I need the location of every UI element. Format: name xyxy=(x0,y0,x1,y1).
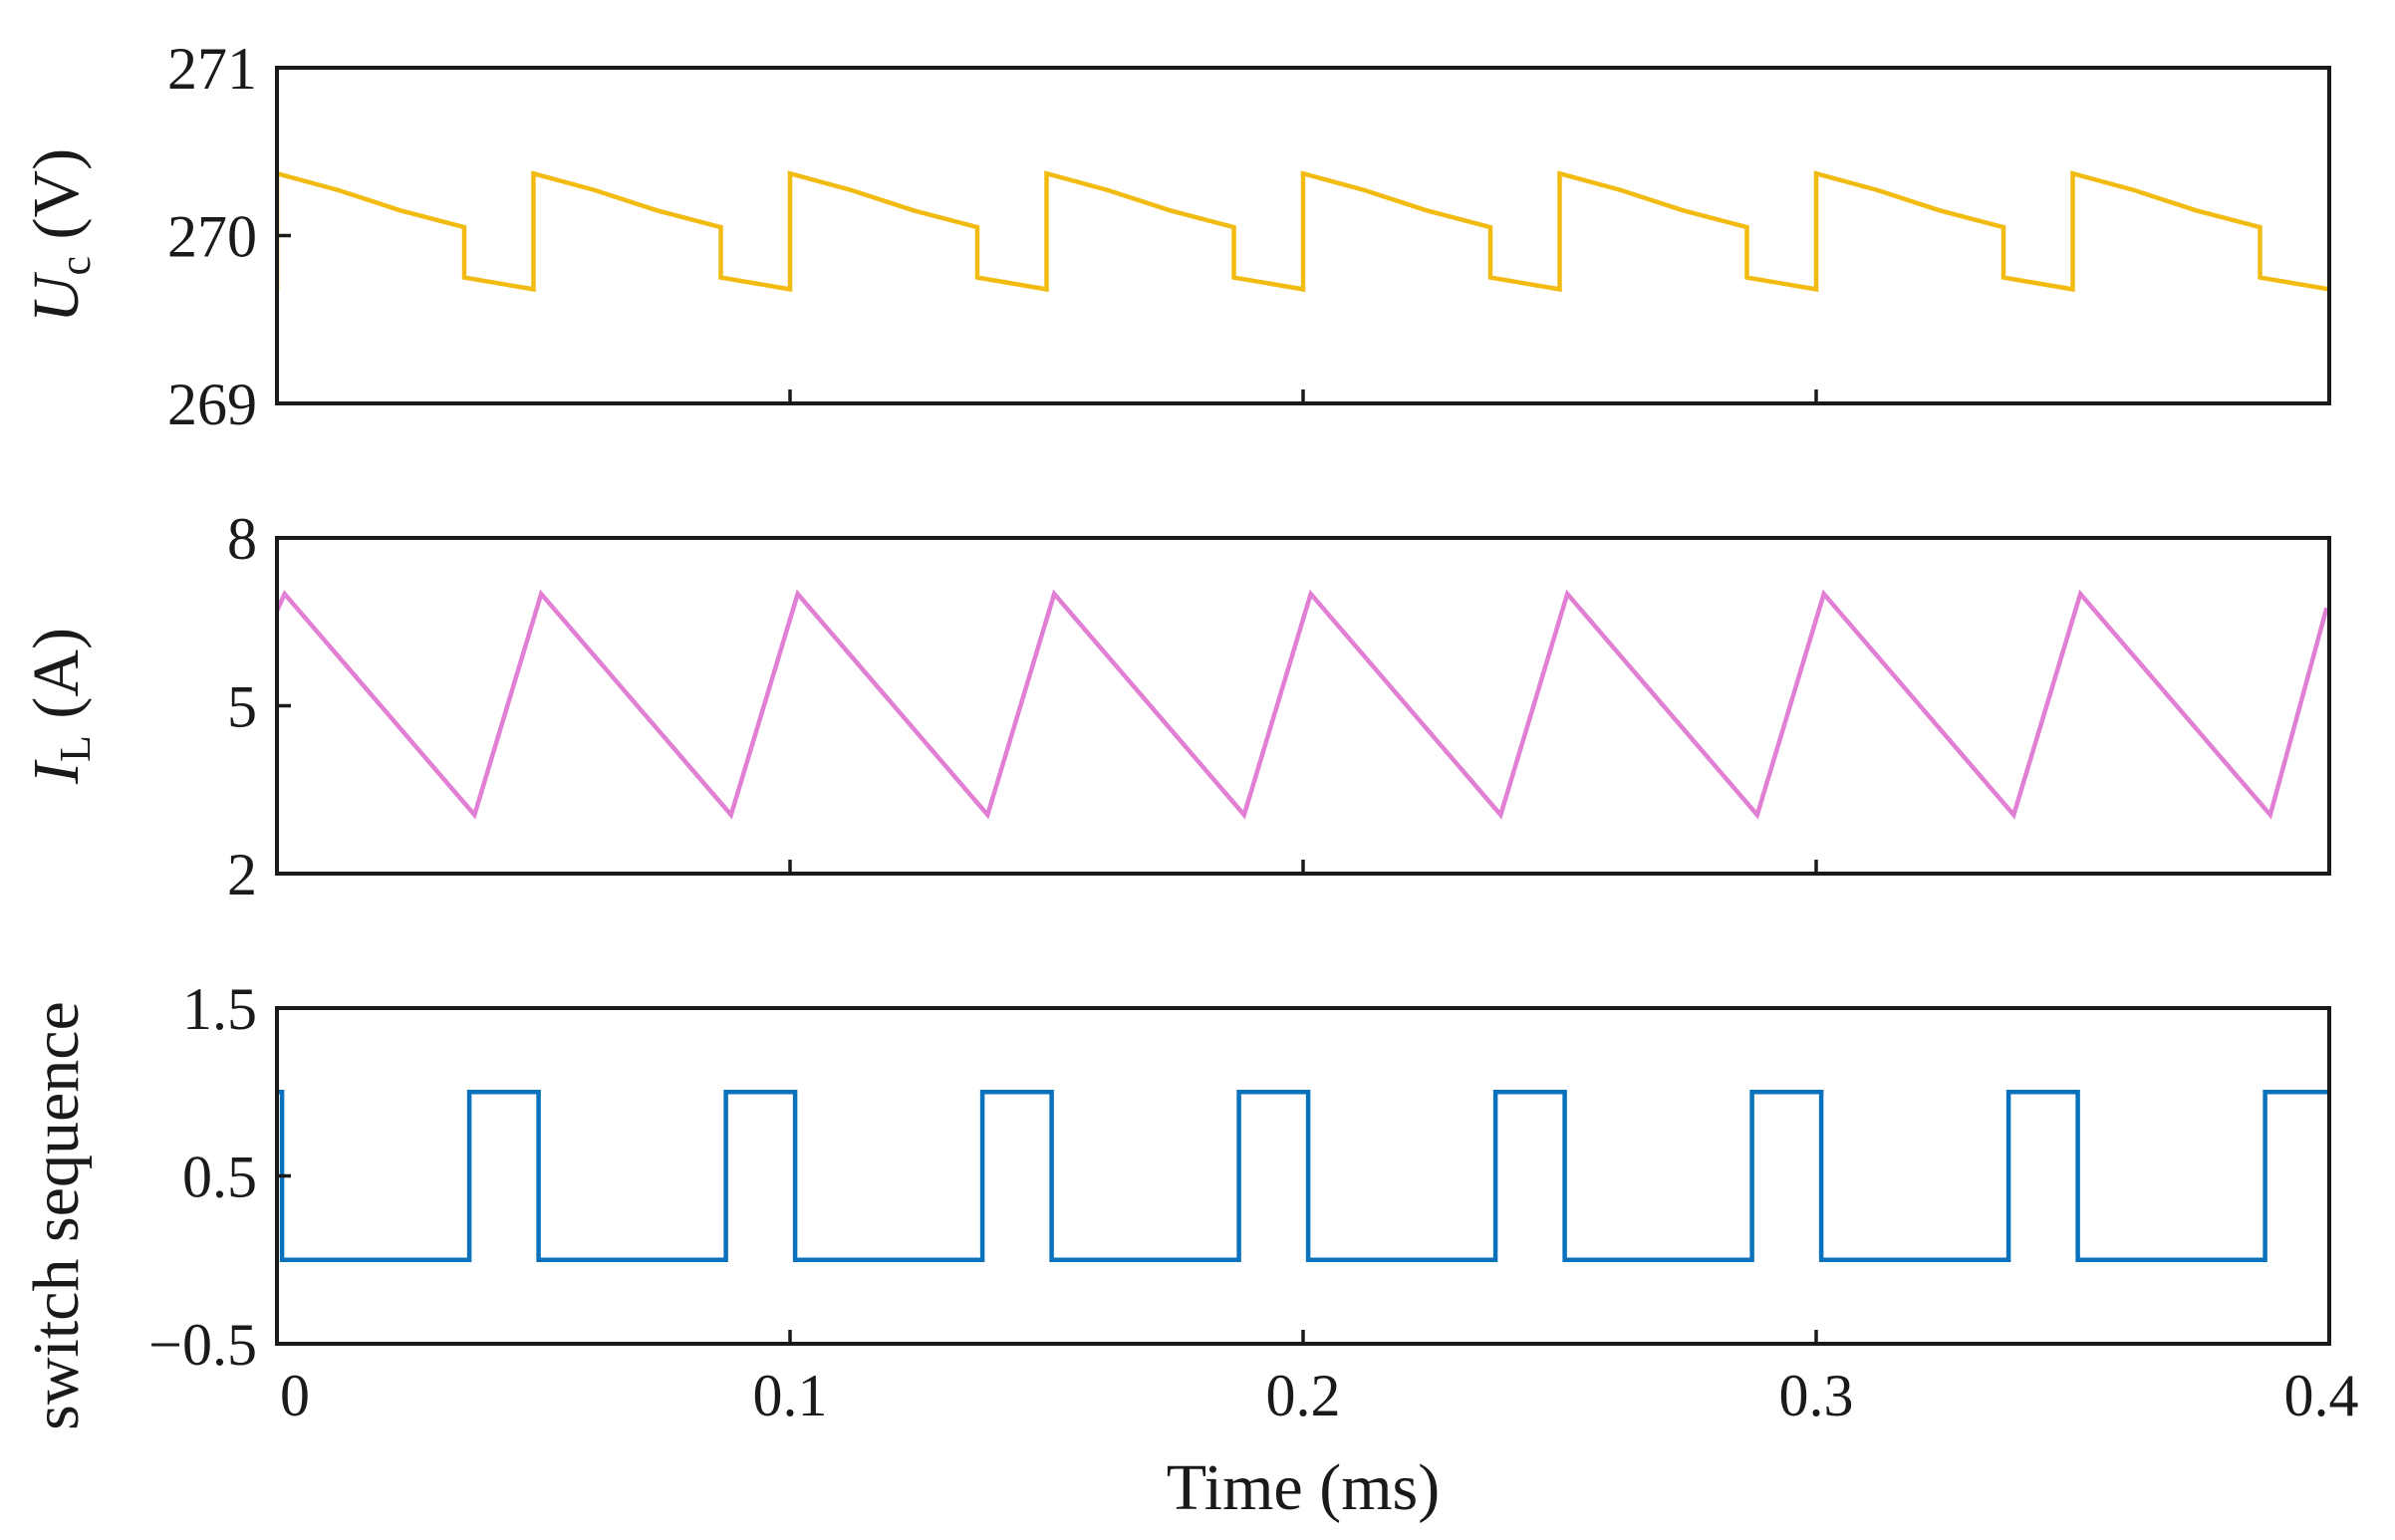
panel-top: 269 270 271 Uc (V) xyxy=(20,36,2331,437)
y-tick-label-middle: 2 xyxy=(227,842,257,907)
y-tick-label-middle: 8 xyxy=(227,506,257,572)
series-line-bottom xyxy=(277,1090,2329,1263)
x-tick-label: 0.2 xyxy=(1266,1363,1341,1428)
series-line-middle xyxy=(277,589,2329,820)
y-tick-label-top: 271 xyxy=(167,36,257,102)
y-axis-label-middle: IL (A) xyxy=(20,628,100,785)
y-tick-label-bottom: −0.5 xyxy=(148,1312,257,1378)
y-tick-label-middle: 5 xyxy=(227,674,257,740)
y-axis-label-top: Uc (V) xyxy=(20,148,100,323)
x-tick-label: 0.4 xyxy=(2284,1363,2359,1428)
x-tick-label: 0.3 xyxy=(1779,1363,1854,1428)
plot-frame-bottom xyxy=(275,1006,2331,1346)
y-tick-label-bottom: 0.5 xyxy=(182,1145,257,1210)
x-tick-label: 0 xyxy=(280,1363,310,1428)
x-tick-label: 0.1 xyxy=(753,1363,828,1428)
panel-bottom: −0.5 0.5 1.5 switch sequence 0 0.1 0.2 0.3 0.4 Ti… xyxy=(20,976,2359,1524)
plot-frame-middle xyxy=(275,536,2331,876)
y-axis-label-bottom: switch sequence xyxy=(20,1001,93,1430)
y-tick-label-bottom: 1.5 xyxy=(182,976,257,1042)
y-tick-label-top: 269 xyxy=(167,372,257,437)
panel-middle: 2 5 8 IL (A) xyxy=(20,506,2331,907)
y-tick-label-top: 270 xyxy=(167,204,257,270)
x-axis-label: Time (ms) xyxy=(1167,1451,1440,1524)
series-line-top xyxy=(277,170,2329,293)
